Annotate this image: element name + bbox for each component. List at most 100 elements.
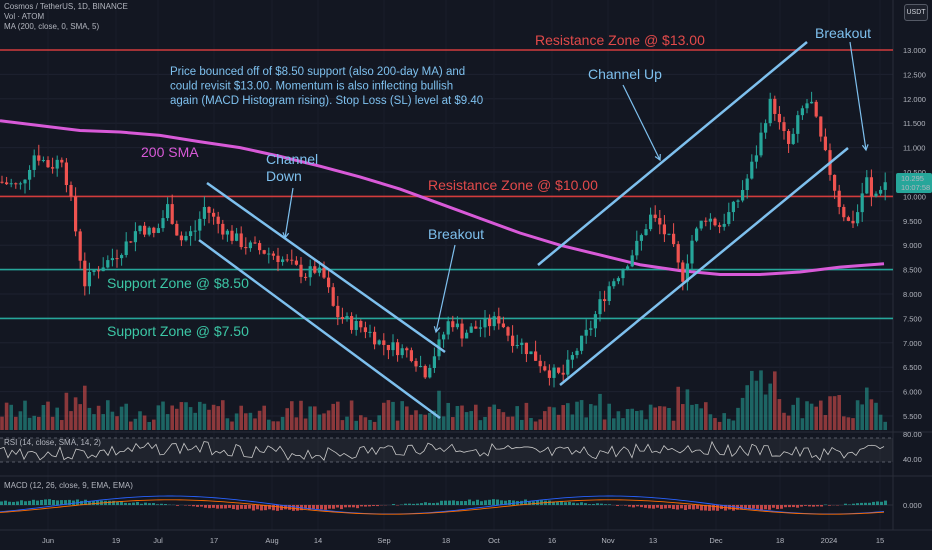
candle-body [731, 201, 735, 213]
candle-body [414, 361, 418, 367]
volume-bar [860, 404, 864, 430]
volume-bar [878, 414, 883, 430]
symbol-legend: Cosmos / TetherUS, 1D, BINANCE [4, 2, 128, 11]
channel-up-lower [559, 147, 849, 386]
candle-body [478, 327, 482, 329]
volume-bar [405, 406, 409, 430]
candle-body [207, 207, 211, 213]
volume-bar [60, 420, 64, 430]
candle-body [221, 223, 225, 235]
candle-body [823, 136, 827, 151]
candle-body [506, 327, 510, 336]
volume-bar [138, 411, 142, 430]
candle-body [497, 316, 501, 324]
volume-bar [607, 403, 611, 430]
candle-body [423, 365, 427, 378]
macd-histogram-bar [520, 500, 523, 505]
macd-histogram-bar [24, 501, 27, 505]
candle-body [745, 178, 749, 191]
resistance-13-label: Resistance Zone @ $13.00 [535, 32, 705, 48]
candle-body [584, 329, 588, 336]
macd-histogram-bar [528, 501, 531, 505]
currency-badge[interactable]: USDT [904, 4, 928, 21]
macd-histogram-bar [648, 505, 651, 509]
volume-bar [133, 418, 138, 430]
macd-histogram-bar [828, 505, 831, 506]
candle-body [51, 167, 55, 169]
macd-histogram-bar [744, 505, 747, 509]
candle-body [110, 258, 114, 261]
description-text: Price bounced off of $8.50 support (also… [170, 66, 465, 78]
candle-body [543, 366, 547, 371]
volume-bar [694, 404, 699, 430]
volume-bar [612, 418, 616, 430]
macd-histogram-bar [136, 501, 139, 505]
macd-histogram-bar [240, 505, 243, 509]
candle-body [442, 334, 446, 340]
ma-legend: MA (200, close, 0, SMA, 5) [4, 22, 100, 31]
candle-body [262, 250, 266, 254]
time-tick: 18 [442, 536, 450, 545]
candle-body [580, 335, 584, 351]
volume-bar [681, 404, 685, 430]
time-tick: 18 [776, 536, 784, 545]
volume-bar [685, 389, 690, 430]
volume-bar [322, 413, 326, 430]
candle-body [46, 160, 50, 168]
macd-histogram-bar [68, 499, 71, 505]
volume-bar [602, 419, 607, 430]
candle-body [152, 227, 156, 233]
macd-histogram-bar [812, 505, 815, 507]
time-tick: Sep [377, 536, 390, 545]
volume-bar [800, 418, 805, 430]
volume-bar [883, 421, 887, 430]
volume-bar [115, 416, 119, 430]
macd-histogram-bar [692, 505, 695, 510]
support-85-label: Support Zone @ $8.50 [107, 275, 249, 291]
volume-bar [368, 419, 372, 430]
time-tick: 19 [112, 536, 120, 545]
candle-body [860, 193, 864, 213]
macd-histogram-bar [228, 505, 231, 508]
candle-body [331, 287, 335, 306]
macd-histogram-bar [124, 502, 127, 505]
candle-body [363, 327, 367, 333]
candle-body [741, 190, 745, 201]
candle-body [796, 115, 800, 134]
candle-body [354, 321, 358, 330]
macd-histogram-bar [624, 505, 627, 506]
candle-body [814, 101, 818, 117]
candle-body [405, 348, 409, 351]
price-tick: 12.000 [903, 95, 926, 104]
macd-histogram-bar [504, 500, 507, 505]
price-tick: 12.500 [903, 70, 926, 79]
macd-histogram-bar [328, 505, 331, 509]
macd-histogram-bar [160, 503, 163, 505]
macd-histogram-bar [712, 505, 715, 511]
candle-body [198, 218, 202, 231]
candle-body [469, 326, 473, 333]
macd-histogram-bar [420, 503, 423, 505]
macd-histogram-bar [488, 499, 491, 505]
candle-body [55, 159, 59, 169]
macd-histogram-bar [16, 501, 19, 505]
sma-label: 200 SMA [141, 144, 199, 160]
volume-bar [842, 416, 846, 430]
volume-bar [179, 402, 184, 430]
macd-histogram-bar [756, 505, 759, 509]
macd-histogram-bar [788, 505, 791, 508]
macd-histogram-bar [500, 500, 503, 505]
breakout-1-arrow-head [433, 326, 441, 334]
candle-body [156, 228, 160, 233]
macd-histogram-bar [72, 500, 75, 505]
macd-histogram-bar [760, 505, 763, 511]
volume-bar [101, 414, 105, 430]
macd-histogram-bar [232, 505, 235, 510]
volume-bar [556, 414, 561, 430]
volume-bar [152, 419, 156, 430]
candle-body [515, 344, 519, 346]
volume-bar [814, 406, 818, 430]
macd-histogram-bar [236, 505, 239, 510]
volume-bar [828, 396, 832, 430]
